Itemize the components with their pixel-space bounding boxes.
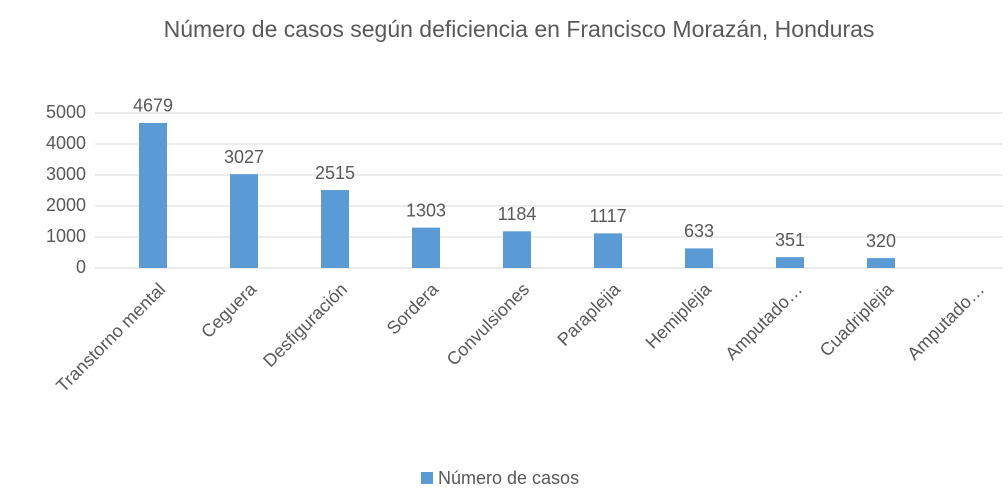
x-tick-label: Amputado… bbox=[721, 279, 806, 364]
bar bbox=[685, 248, 713, 268]
x-tick-label: Sordera bbox=[383, 278, 443, 338]
y-tick-label: 2000 bbox=[46, 195, 86, 215]
bar bbox=[230, 174, 258, 268]
data-label: 320 bbox=[866, 231, 896, 251]
x-tick-label: Convulsiones bbox=[443, 279, 534, 370]
bar bbox=[594, 233, 622, 268]
bar bbox=[321, 190, 349, 268]
chart-title: Número de casos según deficiencia en Fra… bbox=[163, 16, 875, 42]
data-label: 1184 bbox=[498, 204, 537, 224]
y-tick-label: 1000 bbox=[46, 226, 86, 246]
y-tick-label: 3000 bbox=[46, 164, 86, 184]
x-tick-label: Desfiguración bbox=[259, 279, 351, 371]
data-label: 1117 bbox=[589, 206, 626, 226]
bar bbox=[139, 122, 167, 269]
x-tick-label: Paraplejia bbox=[553, 278, 624, 349]
x-tick-label: Cuadriplejia bbox=[816, 278, 898, 360]
data-label: 4679 bbox=[133, 96, 173, 116]
bar bbox=[867, 258, 895, 268]
x-tick-label: Amputado… bbox=[903, 279, 988, 364]
x-tick-label: Transtorno mental bbox=[52, 279, 169, 396]
bar bbox=[503, 231, 531, 268]
bar bbox=[776, 257, 804, 268]
data-label: 633 bbox=[684, 221, 714, 241]
x-tick-label: Hemiplejia bbox=[642, 278, 716, 352]
data-label: 3027 bbox=[224, 147, 264, 167]
legend-label: Número de casos bbox=[438, 468, 579, 488]
bar bbox=[412, 227, 440, 268]
data-label: 1303 bbox=[406, 200, 446, 220]
legend-swatch bbox=[421, 472, 433, 484]
x-tick-label: Ceguera bbox=[197, 278, 261, 342]
y-tick-label: 5000 bbox=[46, 102, 86, 122]
data-label: 2515 bbox=[315, 163, 355, 183]
y-tick-label: 4000 bbox=[46, 133, 86, 153]
data-label: 351 bbox=[775, 230, 805, 250]
y-tick-label: 0 bbox=[76, 257, 86, 277]
